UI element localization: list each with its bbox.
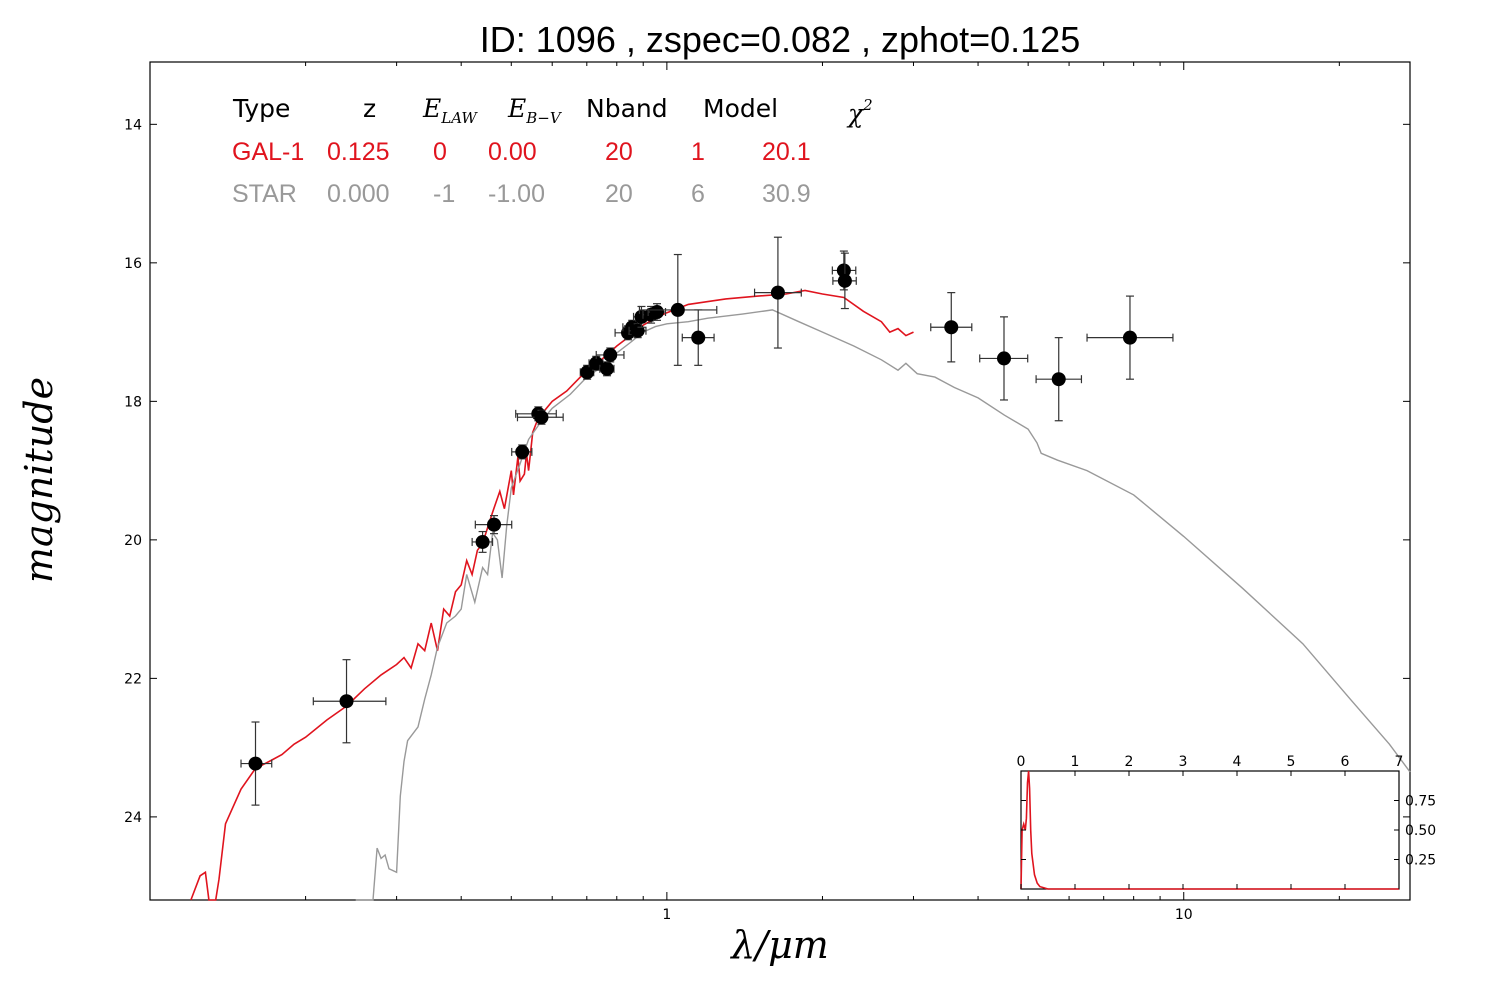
data-point [595,347,625,363]
data-marker [836,263,851,278]
row-gal-law: 0 [433,138,447,166]
data-marker [487,517,502,532]
header-chi2-main: χ [846,99,865,128]
row-star-model: 6 [691,180,705,208]
header-chi2: χ2 [846,96,873,128]
data-marker [475,534,490,549]
y-tick-label: 18 [124,394,142,410]
data-point [753,236,802,349]
header-ebv-main: E [507,94,526,123]
inset-x-tick-label: 2 [1125,754,1134,770]
data-marker [603,347,618,362]
x-axis-label: λ/μm [729,923,829,967]
inset-x-tick-label: 6 [1341,754,1350,770]
row-star-nband: 20 [605,180,633,208]
data-marker [580,365,595,380]
data-point [638,253,718,366]
header-elaw: ELAW [422,94,478,127]
chart-title: ID: 1096 , zspec=0.082 , zphot=0.125 [480,19,1080,60]
data-marker [630,323,645,338]
data-marker [339,694,354,709]
data-point [1086,295,1174,380]
main-points-layer [240,236,1174,806]
data-point [579,364,595,380]
header-elaw-sub: LAW [440,109,478,127]
header-type: Type [232,94,290,123]
data-marker [691,330,706,345]
data-point [516,409,564,425]
y-tick-label: 20 [124,533,142,549]
inset-y-tick-label: 0.50 [1405,823,1436,839]
data-point [647,303,667,321]
y-tick-label: 22 [124,671,142,687]
row-star-chi2: 30.9 [762,180,811,208]
row-gal-ebv: 0.00 [488,138,537,166]
data-marker [944,320,959,335]
data-marker [670,302,685,317]
data-marker [996,351,1011,366]
legend-table: Type z ELAW EB−V Nband Model χ2 GAL-1 0.1… [232,94,873,208]
x-tick-label: 10 [1175,907,1193,923]
main-plot-frame [149,61,1411,901]
inset-y-tick-label: 0.75 [1405,794,1436,810]
data-point [240,721,273,806]
header-ebv-sub: B−V [525,109,563,127]
header-elaw-main: E [422,94,441,123]
inset-x-tick-label: 0 [1017,754,1026,770]
y-tick-label: 16 [124,256,142,272]
inset-x-tick-label: 5 [1287,754,1296,770]
row-star-ebv: -1.00 [488,180,545,208]
row-star-law: -1 [433,180,455,208]
row-star-z: 0.000 [327,180,390,208]
header-ebv: EB−V [507,94,563,127]
inset-x-tick-label: 3 [1179,754,1188,770]
data-marker [248,756,263,771]
data-marker [534,410,549,425]
data-point [832,252,857,310]
inset-x-tick-label: 7 [1395,754,1404,770]
inset-series-layer [1020,770,1399,890]
row-gal-model: 1 [691,138,705,166]
x-tick-label: 1 [662,907,671,923]
data-point [930,292,973,363]
data-marker [515,444,530,459]
inset-ticks-layer: 0 1 2 3 4 5 6 7 0.25 0.50 0.75 [1017,754,1436,889]
inset-x-tick-label: 4 [1233,754,1242,770]
header-model: Model [703,94,778,123]
y-tick-label: 14 [124,117,142,133]
row-gal-nband: 20 [605,138,633,166]
data-marker [600,361,615,376]
inset-plot: 0 1 2 3 4 5 6 7 0.25 0.50 0.75 [1017,754,1436,890]
data-point [979,316,1029,401]
data-point [474,515,513,535]
row-gal-z: 0.125 [327,138,390,166]
y-tick-label: 24 [124,810,142,826]
inset-y-tick-label: 0.25 [1405,853,1436,869]
data-marker [1122,330,1137,345]
data-marker [650,305,665,320]
row-star-type: STAR [232,180,297,208]
inset-x-tick-label: 1 [1071,754,1080,770]
inset-pdf-line [1020,770,1399,890]
header-z: z [363,94,376,123]
data-point [681,309,715,366]
inset-plot-frame [1020,770,1400,890]
data-point [471,530,494,553]
table-rows: GAL-1 0.125 0 0.00 20 1 20.1 STAR 0.000 -1 -1.00 20… [232,138,811,208]
data-marker [837,273,852,288]
data-point [511,444,533,460]
series-line-gal-1 [190,289,914,901]
data-marker [770,285,785,300]
data-point [1035,337,1083,422]
header-nband: Nband [586,94,668,123]
row-gal-type: GAL-1 [232,138,304,166]
header-chi2-sup: 2 [862,96,873,114]
row-gal-chi2: 20.1 [762,138,811,166]
data-marker [1051,372,1066,387]
y-axis-label: magnitude [17,377,61,583]
data-point [312,659,387,744]
